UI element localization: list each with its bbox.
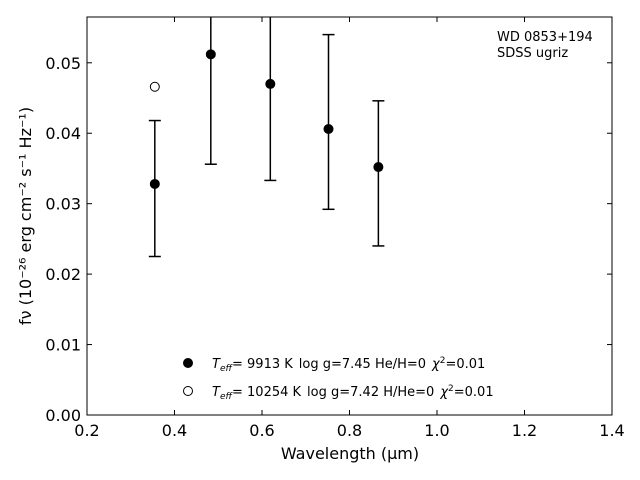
legend-teff-model-1: = 9913 K: [232, 357, 293, 372]
y-tick-label: 0.03: [45, 195, 81, 214]
data-point-filled: [265, 78, 276, 89]
legend-chi-model-1: =0.01: [445, 357, 485, 372]
legend-params-model-1: log g=7.45 He/H=0: [299, 357, 426, 372]
legend-teff-model-2: = 10254 K: [232, 385, 302, 400]
plot-marks: [148, 17, 385, 258]
annotation-star-name: WD 0853+194: [497, 30, 593, 45]
y-tick-label: 0.02: [45, 265, 81, 284]
x-axis-label: Wavelength (μm): [281, 444, 419, 463]
data-point-filled: [205, 49, 216, 60]
y-tick-label: 0.01: [45, 336, 81, 355]
x-tick-label: 0.8: [337, 421, 362, 440]
legend-marker-open: [183, 386, 193, 396]
x-tick-label: 1.2: [512, 421, 537, 440]
annotation-survey: SDSS ugriz: [497, 46, 568, 61]
y-tick-label: 0.04: [45, 124, 81, 143]
legend-marker-filled: [183, 358, 193, 368]
legend-params-model-2: log g=7.42 H/He=0: [307, 385, 434, 400]
y-tick-label: 0.05: [45, 54, 81, 73]
x-tick-label: 1.4: [599, 421, 624, 440]
x-tick-label: 1.0: [424, 421, 449, 440]
plot-frame: [86, 16, 613, 416]
data-point-open: [149, 81, 160, 92]
axis-ticks: 0.2 0.4 0.6 0.8 1.0 1.2 1.4 0.00 0.01 0.02 0.03 0.0…: [45, 17, 625, 440]
x-tick-label: 0.4: [162, 421, 187, 440]
legend-chi-model-2: =0.01: [454, 385, 494, 400]
x-tick-label: 0.2: [74, 421, 99, 440]
x-tick-label: 0.6: [249, 421, 274, 440]
data-point-filled: [323, 124, 334, 135]
y-tick-label: 0.00: [45, 406, 81, 425]
data-point-filled: [149, 178, 160, 189]
data-point-filled: [373, 162, 384, 173]
y-axis-label: fν (10⁻²⁶ erg cm⁻² s⁻¹ Hz⁻¹): [16, 107, 35, 325]
